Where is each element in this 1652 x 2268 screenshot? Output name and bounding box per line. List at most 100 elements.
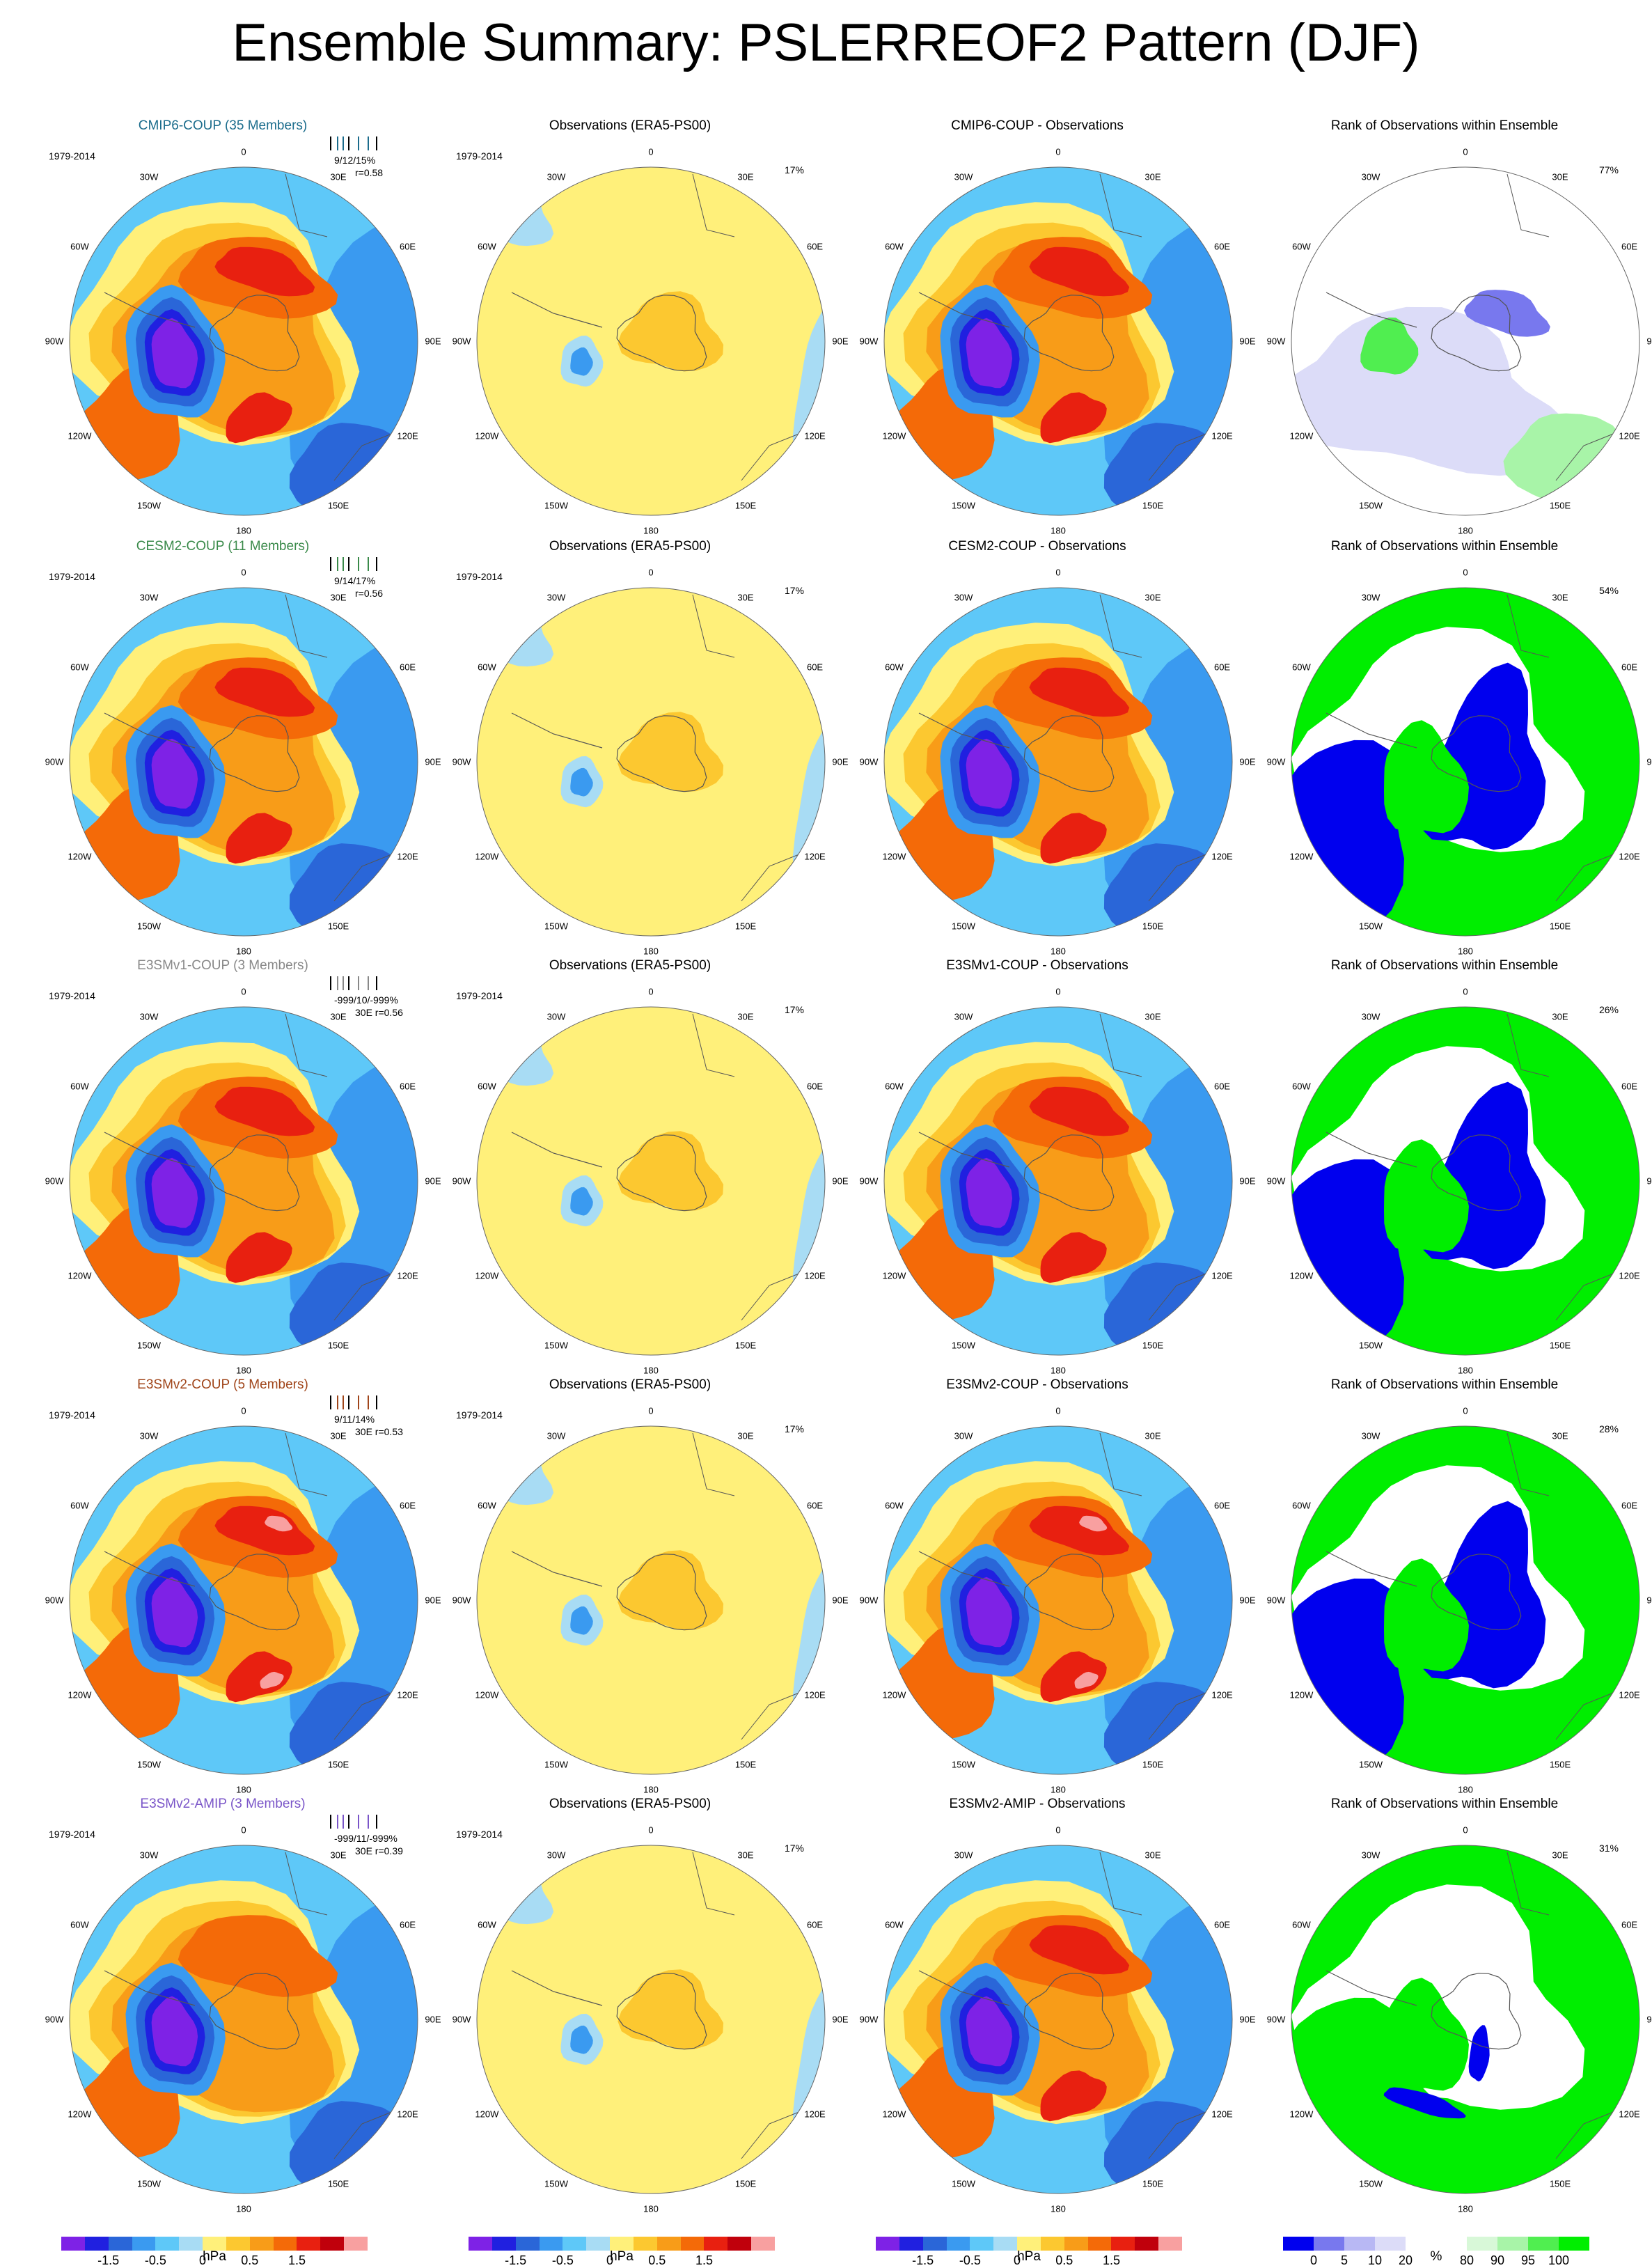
colorbar-swatch bbox=[946, 2237, 970, 2251]
longitude-label: 30W bbox=[954, 1011, 973, 1022]
longitude-label: 150E bbox=[1142, 500, 1164, 511]
member-tick bbox=[358, 1815, 359, 1829]
colorbar-swatch bbox=[993, 2237, 1018, 2251]
pattern-stats: -999/11/-999% bbox=[334, 1833, 398, 1844]
longitude-label: 60E bbox=[806, 1919, 824, 1930]
longitude-label: 150E bbox=[1549, 921, 1571, 932]
longitude-label: 120E bbox=[804, 2109, 826, 2120]
longitude-label: 0 bbox=[648, 1405, 654, 1416]
colorbar-swatch bbox=[1158, 2237, 1182, 2251]
colorbar-swatch bbox=[469, 2237, 492, 2251]
colorbar-unit: % bbox=[1430, 2249, 1442, 2264]
longitude-label: 30E bbox=[737, 171, 754, 182]
longitude-label: 90W bbox=[452, 756, 471, 767]
colorbar-swatch bbox=[1436, 2237, 1467, 2251]
longitude-label: 150E bbox=[734, 500, 757, 511]
longitude-label: 60E bbox=[1213, 1081, 1231, 1092]
longitude-label: 90W bbox=[452, 2014, 471, 2025]
longitude-label: 0 bbox=[648, 1824, 654, 1836]
longitude-label: 60W bbox=[478, 1081, 496, 1092]
longitude-label: 30E bbox=[1552, 1011, 1568, 1022]
colorbar-swatch bbox=[1559, 2237, 1589, 2251]
longitude-label: 60W bbox=[1292, 1919, 1311, 1930]
model-title: E3SMv2-AMIP (3 Members) bbox=[140, 1797, 306, 1811]
longitude-label: 120W bbox=[475, 2109, 499, 2120]
longitude-label: 60W bbox=[478, 1500, 496, 1511]
colorbar-unit: hPa bbox=[203, 2249, 226, 2264]
correlation-stat: 30E r=0.56 bbox=[355, 1007, 403, 1018]
longitude-label: 150W bbox=[137, 1340, 161, 1351]
longitude-label: 0 bbox=[648, 146, 654, 157]
rank-percent: 31% bbox=[1598, 1843, 1619, 1854]
longitude-label: 0 bbox=[1055, 146, 1061, 157]
polar-map bbox=[476, 166, 826, 516]
colorbar-swatch bbox=[344, 2237, 368, 2251]
pattern-stats: 9/11/14% bbox=[334, 1414, 375, 1425]
member-tick bbox=[343, 1815, 344, 1829]
longitude-label: 180 bbox=[643, 1365, 659, 1376]
longitude-label: 150W bbox=[1359, 1340, 1383, 1351]
pattern-stats: 9/12/15% bbox=[334, 155, 376, 166]
colorbar-swatch bbox=[515, 2237, 540, 2251]
colorbar-swatch bbox=[633, 2237, 657, 2251]
longitude-label: 0 bbox=[1463, 1405, 1468, 1416]
longitude-label: 150E bbox=[1142, 1759, 1164, 1770]
longitude-label: 150W bbox=[1359, 2178, 1383, 2189]
longitude-label: 0 bbox=[648, 567, 654, 578]
longitude-label: 30E bbox=[737, 1849, 754, 1861]
colorbar-swatch bbox=[226, 2237, 250, 2251]
colorbar-label: 95 bbox=[1520, 2253, 1536, 2267]
ensemble-stats: -999/10/-999% 30E r=0.56 bbox=[327, 976, 411, 1018]
longitude-label: 30W bbox=[1361, 1849, 1380, 1861]
member-tick bbox=[330, 1395, 331, 1409]
longitude-label: 90W bbox=[1266, 2014, 1286, 2025]
longitude-label: 180 bbox=[643, 946, 659, 957]
member-tick bbox=[376, 1815, 377, 1829]
longitude-label: 0 bbox=[1463, 1824, 1468, 1836]
longitude-label: 180 bbox=[1051, 1784, 1066, 1795]
model-panel: CMIP6-COUP (35 Members) 1979-2014 9/12/15%… bbox=[28, 111, 441, 536]
observations-title: Observations (ERA5-PS00) bbox=[549, 958, 711, 973]
rank-title: Rank of Observations within Ensemble bbox=[1330, 1797, 1559, 1811]
longitude-label: 30W bbox=[546, 171, 566, 182]
longitude-label: 90W bbox=[452, 1595, 471, 1606]
polar-map bbox=[1291, 1425, 1640, 1775]
longitude-label: 120E bbox=[1619, 851, 1640, 862]
member-tick bbox=[376, 976, 377, 990]
longitude-label: 90E bbox=[832, 756, 849, 767]
longitude-label: 0 bbox=[241, 146, 246, 157]
ensemble-stats: -999/11/-999% 30E r=0.39 bbox=[327, 1815, 411, 1856]
period-label: 1979-2014 bbox=[49, 150, 95, 162]
longitude-label: 120W bbox=[475, 851, 499, 862]
longitude-label: 60W bbox=[1292, 662, 1311, 673]
longitude-label: 60E bbox=[1621, 241, 1638, 252]
longitude-label: 180 bbox=[236, 2203, 251, 2214]
difference-panel: E3SMv2-COUP - Observations 0 30E 60E 90E 120E… bbox=[842, 1370, 1256, 1795]
colorbar-swatch bbox=[1344, 2237, 1375, 2251]
model-panel: E3SMv2-AMIP (3 Members) 1979-2014 -999/11/… bbox=[28, 1790, 441, 2214]
rank-title: Rank of Observations within Ensemble bbox=[1330, 539, 1559, 554]
longitude-label: 180 bbox=[1458, 2203, 1473, 2214]
longitude-label: 120E bbox=[1211, 430, 1233, 441]
member-tick bbox=[358, 136, 359, 150]
longitude-label: 90E bbox=[1239, 756, 1256, 767]
difference-title: E3SMv2-AMIP - Observations bbox=[949, 1797, 1126, 1811]
colorbar-label: 1.5 bbox=[1102, 2253, 1120, 2267]
rank-percent: 77% bbox=[1598, 164, 1619, 175]
longitude-label: 120E bbox=[397, 1270, 418, 1281]
member-tick bbox=[358, 976, 359, 990]
longitude-label: 90E bbox=[425, 756, 441, 767]
longitude-label: 60W bbox=[70, 241, 89, 252]
longitude-label: 30E bbox=[330, 1430, 347, 1441]
polar-map bbox=[883, 1006, 1233, 1356]
rank-panel: Rank of Observations within Ensemble 31% 0… bbox=[1250, 1790, 1652, 2214]
ensemble-stats: 9/12/15% r=0.58 bbox=[327, 136, 411, 178]
difference-panel: CESM2-COUP - Observations 0 30E 60E 90E 120E 1… bbox=[842, 532, 1256, 957]
longitude-label: 30W bbox=[954, 592, 973, 603]
longitude-label: 60E bbox=[806, 241, 824, 252]
longitude-label: 90E bbox=[1646, 1595, 1652, 1606]
correlation-stat: r=0.56 bbox=[355, 588, 384, 599]
colorbar-hpa: -1.5 -0.5 0 0.5 1.5 bbox=[876, 2237, 1182, 2267]
longitude-label: 120E bbox=[1211, 1689, 1233, 1700]
model-title: E3SMv1-COUP (3 Members) bbox=[137, 958, 308, 973]
